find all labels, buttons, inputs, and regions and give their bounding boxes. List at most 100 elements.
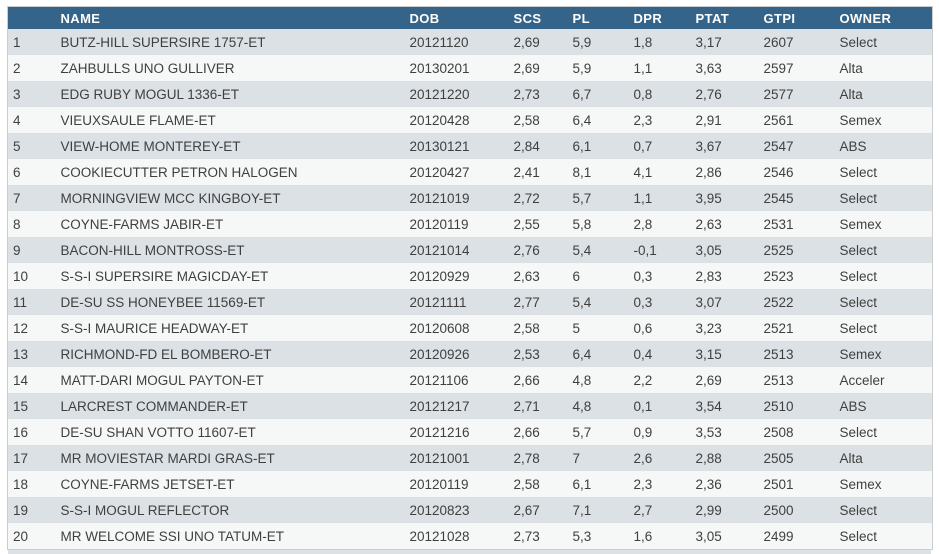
- cell-gtpi: 2523: [763, 268, 794, 284]
- cell-gtpi: 2513: [763, 372, 794, 388]
- cell-scs: 2,84: [513, 138, 540, 154]
- cell-ptat: 3,95: [695, 190, 722, 206]
- cell-dob: 20120427: [409, 164, 470, 180]
- cell-pl: 5,9: [572, 60, 592, 76]
- cell-dob: 20120608: [409, 320, 470, 336]
- cell-owner: Select: [839, 268, 878, 284]
- table-row: 3 EDG RUBY MOGUL 1336-ET 20121220 2,73 6…: [7, 81, 933, 107]
- cell-gtpi: 2521: [763, 320, 794, 336]
- cell-dob: 20120119: [409, 476, 469, 492]
- column-header-name[interactable]: NAME: [52, 6, 402, 29]
- cell-owner: Select: [839, 528, 878, 544]
- table-row: 5 VIEW-HOME MONTEREY-ET 20130121 2,84 6,…: [7, 133, 933, 159]
- cell-rank: 9: [13, 242, 21, 258]
- cell-dpr: 0,4: [633, 346, 653, 362]
- cell-ptat: 2,36: [695, 476, 722, 492]
- cell-dpr: 1,8: [633, 34, 653, 50]
- cell-ptat: 2,83: [695, 268, 722, 284]
- cell-name: BACON-HILL MONTROSS-ET: [60, 242, 245, 258]
- cell-dob: 20121019: [409, 190, 470, 206]
- table-row: 14 MATT-DARI MOGUL PAYTON-ET 20121106 2,…: [7, 367, 933, 393]
- column-header-owner[interactable]: OWNER: [831, 6, 933, 29]
- cell-scs: 2,55: [513, 216, 540, 232]
- cell-pl: 6,4: [572, 346, 592, 362]
- cell-owner: Semex: [839, 112, 882, 128]
- cell-owner: Select: [839, 164, 878, 180]
- table-row: 4 VIEUXSAULE FLAME-ET 20120428 2,58 6,4 …: [7, 107, 933, 133]
- cell-gtpi: 2501: [763, 476, 794, 492]
- cell-pl: 6,1: [572, 476, 592, 492]
- cell-pl: 5,9: [572, 34, 592, 50]
- cell-rank: 13: [13, 346, 29, 362]
- table-row: 10 S-S-I SUPERSIRE MAGICDAY-ET 20120929 …: [7, 263, 933, 289]
- table-row: 6 COOKIECUTTER PETRON HALOGEN 20120427 2…: [7, 159, 933, 185]
- cell-rank: 11: [13, 294, 28, 310]
- cell-scs: 2,58: [513, 476, 540, 492]
- column-header-gtpi[interactable]: GTPI: [755, 6, 832, 29]
- column-header-dpr[interactable]: DPR: [625, 6, 688, 29]
- cell-gtpi: 2607: [763, 34, 794, 50]
- table-row: 9 BACON-HILL MONTROSS-ET 20121014 2,76 5…: [7, 237, 933, 263]
- cell-owner: Alta: [839, 60, 863, 76]
- cell-gtpi: 2577: [763, 86, 794, 102]
- cell-dpr: 1,6: [633, 528, 653, 544]
- table-row: 19 S-S-I MOGUL REFLECTOR 20120823 2,67 7…: [7, 497, 933, 523]
- cell-owner: Alta: [839, 86, 863, 102]
- cell-gtpi: 2499: [763, 528, 794, 544]
- cell-rank: 18: [13, 476, 29, 492]
- cell-ptat: 2,86: [695, 164, 722, 180]
- table-header-row: NAME DOB SCS PL DPR PTAT GTPI OWNER: [7, 6, 933, 29]
- cell-scs: 2,58: [513, 112, 540, 128]
- cell-name: DE-SU SHAN VOTTO 11607-ET: [60, 424, 256, 440]
- table-row: 20 MR WELCOME SSI UNO TATUM-ET 20121028 …: [7, 523, 933, 550]
- table-row: 2 ZAHBULLS UNO GULLIVER 20130201 2,69 5,…: [7, 55, 933, 81]
- cell-name: LARCREST COMMANDER-ET: [60, 398, 248, 414]
- cell-scs: 2,78: [513, 450, 540, 466]
- cell-scs: 2,67: [513, 502, 540, 518]
- cell-pl: 4,8: [572, 372, 592, 388]
- cell-ptat: 3,23: [695, 320, 722, 336]
- cell-dob: 20120823: [409, 502, 470, 518]
- cell-name: EDG RUBY MOGUL 1336-ET: [60, 86, 240, 102]
- cell-name: ZAHBULLS UNO GULLIVER: [60, 60, 235, 76]
- column-header-scs[interactable]: SCS: [505, 6, 565, 29]
- cell-scs: 2,69: [513, 34, 540, 50]
- cell-dpr: 0,8: [633, 86, 653, 102]
- cell-gtpi: 2522: [763, 294, 794, 310]
- cell-gtpi: 2561: [763, 112, 794, 128]
- table-body: 1 BUTZ-HILL SUPERSIRE 1757-ET 20121120 2…: [7, 29, 933, 550]
- cell-pl: 6,1: [572, 138, 592, 154]
- next-row-partial: [8, 550, 931, 554]
- cell-scs: 2,73: [513, 86, 540, 102]
- cell-ptat: 3,54: [695, 398, 722, 414]
- cell-dpr: 0,3: [633, 268, 653, 284]
- cell-owner: Select: [839, 242, 878, 258]
- cell-pl: 5,4: [572, 242, 592, 258]
- cell-dpr: 1,1: [633, 60, 653, 76]
- column-header-pl[interactable]: PL: [564, 6, 626, 29]
- table-row: 11 DE-SU SS HONEYBEE 11569-ET 20121111 2…: [7, 289, 933, 315]
- cell-rank: 16: [13, 424, 29, 440]
- cell-name: MORNINGVIEW MCC KINGBOY-ET: [60, 190, 281, 206]
- cell-ptat: 2,99: [695, 502, 722, 518]
- column-header-ptat[interactable]: PTAT: [687, 6, 756, 29]
- cell-owner: Semex: [839, 216, 882, 232]
- cell-ptat: 3,67: [695, 138, 722, 154]
- column-header-dob[interactable]: DOB: [401, 6, 506, 29]
- cell-owner: Select: [839, 294, 878, 310]
- table-row: 18 COYNE-FARMS JETSET-ET 20120119 2,58 6…: [7, 471, 933, 497]
- cell-dpr: 0,6: [633, 320, 653, 336]
- cell-scs: 2,58: [513, 320, 540, 336]
- cell-name: RICHMOND-FD EL BOMBERO-ET: [60, 346, 272, 362]
- table-row: 13 RICHMOND-FD EL BOMBERO-ET 20120926 2,…: [7, 341, 933, 367]
- cell-gtpi: 2500: [763, 502, 794, 518]
- cell-dob: 20120929: [409, 268, 470, 284]
- cell-gtpi: 2547: [763, 138, 794, 154]
- cell-pl: 5,8: [572, 216, 592, 232]
- cell-owner: ABS: [839, 138, 867, 154]
- cell-rank: 5: [13, 138, 21, 154]
- cell-dpr: 2,3: [633, 112, 653, 128]
- cell-dpr: 0,3: [633, 294, 653, 310]
- cell-dob: 20121001: [409, 450, 470, 466]
